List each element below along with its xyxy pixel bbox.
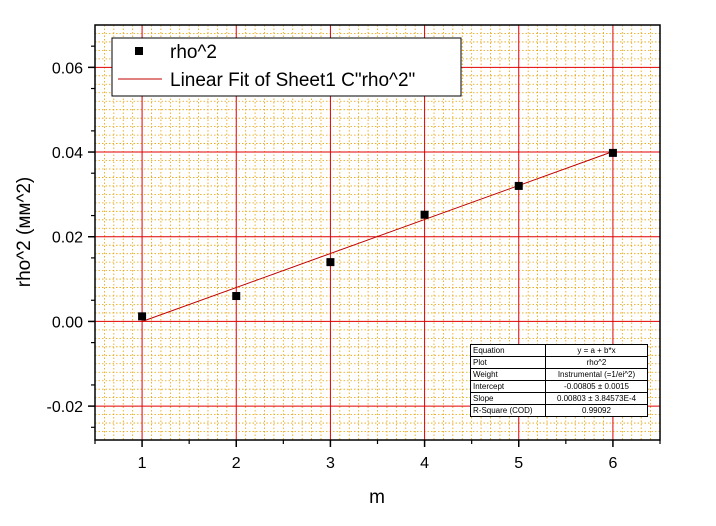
minor-grid <box>95 25 660 440</box>
fit-key: Plot <box>470 356 546 369</box>
data-point <box>608 148 617 157</box>
x-tick-label: 1 <box>138 455 147 472</box>
fit-key: Intercept <box>470 380 546 393</box>
legend-label-fit: Linear Fit of Sheet1 C"rho^2" <box>170 70 415 91</box>
x-tick-label: 2 <box>232 455 241 472</box>
table-row: Weight Instrumental (=1/ei^2) <box>470 368 648 381</box>
y-tick-label: 0.04 <box>52 145 83 162</box>
fit-line <box>141 151 614 322</box>
fit-value: Instrumental (=1/ei^2) <box>545 368 648 381</box>
table-row: Equation y = a + b*x <box>470 344 648 357</box>
x-tick-label: 4 <box>420 455 429 472</box>
fit-value: -0.00805 ± 0.0015 <box>545 380 648 393</box>
x-axis-title: m <box>369 487 385 508</box>
table-row: Plot rho^2 <box>470 356 648 369</box>
legend-box <box>111 37 462 97</box>
fit-key: Equation <box>470 344 546 357</box>
data-point <box>138 312 147 321</box>
y-tick-label: 0.02 <box>52 230 83 247</box>
points-layer <box>138 148 617 321</box>
axis-ticks <box>88 45 661 447</box>
y-tick-label: -0.02 <box>47 399 84 416</box>
fit-line-layer <box>141 151 614 322</box>
fit-key: R-Square (COD) <box>470 404 546 417</box>
fit-value: rho^2 <box>545 356 648 369</box>
fit-key: Slope <box>470 392 546 405</box>
fit-key: Weight <box>470 368 546 381</box>
data-point <box>326 258 335 267</box>
fit-value: 0.99092 <box>545 404 648 417</box>
legend-marker-scatter <box>135 47 143 55</box>
fit-results-table: Equation y = a + b*x Plot rho^2 Weight Inst… <box>470 344 648 417</box>
table-row: Intercept -0.00805 ± 0.0015 <box>470 380 648 393</box>
data-point <box>232 292 241 301</box>
x-tick-label: 3 <box>326 455 335 472</box>
table-row: Slope 0.00803 ± 3.84573E-4 <box>470 392 648 405</box>
y-tick-label: 0.00 <box>52 314 83 331</box>
x-tick-label: 6 <box>608 455 617 472</box>
tick-labels: 1 2 3 4 5 6 -0.02 0.00 0.02 0.04 0.06 <box>47 60 618 472</box>
y-tick-label: 0.06 <box>52 60 83 77</box>
data-point <box>514 181 523 190</box>
fit-value: y = a + b*x <box>545 344 648 357</box>
x-tick-label: 5 <box>514 455 523 472</box>
table-row: R-Square (COD) 0.99092 <box>470 404 648 417</box>
legend-label-scatter: rho^2 <box>170 42 217 63</box>
fit-value: 0.00803 ± 3.84573E-4 <box>545 392 648 405</box>
legend: rho^2 Linear Fit of Sheet1 C"rho^2" <box>111 37 462 97</box>
y-axis-title: rho^2 (мм^2) <box>14 177 35 287</box>
data-point <box>420 210 429 219</box>
